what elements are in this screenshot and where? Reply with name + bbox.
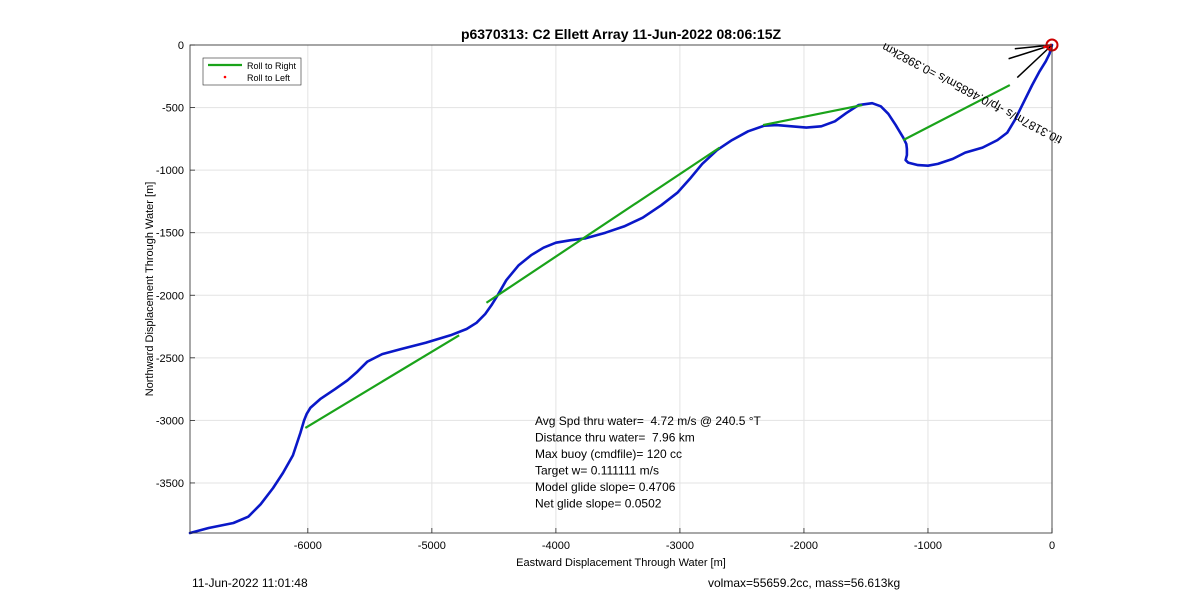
legend-swatch-roll-left bbox=[223, 75, 227, 79]
footer-timestamp: 11-Jun-2022 11:01:48 bbox=[192, 576, 308, 590]
x-tick-label: -3000 bbox=[666, 540, 694, 552]
trajectory-line bbox=[188, 43, 1054, 535]
y-tick-label: -500 bbox=[162, 103, 184, 115]
axes-box bbox=[189, 44, 1053, 534]
roll-left-point bbox=[1043, 45, 1046, 49]
y-tick-label: -1000 bbox=[156, 165, 184, 177]
rotated-distance-label: ti0.3187m/s -fp/0.4685m/s =0.3982km bbox=[880, 40, 1065, 147]
heading-line bbox=[1016, 44, 1053, 79]
annotation-avg-speed: Avg Spd thru water= 4.72 m/s @ 240.5 °T bbox=[535, 414, 762, 428]
annotation-model-glide-slope: Model glide slope= 0.4706 bbox=[535, 480, 676, 494]
chart-title: p6370313: C2 Ellett Array 11-Jun-2022 08… bbox=[461, 26, 782, 42]
legend-box bbox=[202, 57, 302, 86]
legend: Roll to Right Roll to Left bbox=[202, 57, 302, 86]
legend-label-roll-right: Roll to Right bbox=[247, 61, 297, 71]
y-axis-label: Northward Displacement Through Water [m] bbox=[144, 182, 156, 397]
x-tick-label: -6000 bbox=[294, 540, 322, 552]
x-axis-label: Eastward Displacement Through Water [m] bbox=[516, 557, 726, 569]
x-tick-label: -2000 bbox=[790, 540, 818, 552]
annotation-max-buoy: Max buoy (cmdfile)= 120 cc bbox=[535, 447, 682, 461]
y-tick-label: -2000 bbox=[156, 290, 184, 302]
y-tick-label: -2500 bbox=[156, 353, 184, 365]
x-tick-label: -4000 bbox=[542, 540, 570, 552]
footer-volmax-mass: volmax=55659.2cc, mass=56.613kg bbox=[708, 576, 901, 590]
roll-right-segment bbox=[304, 334, 460, 429]
x-tick-label: -5000 bbox=[418, 540, 446, 552]
annotation-target-w: Target w= 0.111111 m/s bbox=[535, 464, 659, 478]
y-tick-label: -3000 bbox=[156, 415, 184, 427]
y-tick-label: -3500 bbox=[156, 478, 184, 490]
x-tick-label: 0 bbox=[1049, 540, 1055, 552]
stats-annotations: Avg Spd thru water= 4.72 m/s @ 240.5 °T … bbox=[535, 414, 762, 511]
annotation-net-glide-slope: Net glide slope= 0.0502 bbox=[535, 497, 662, 511]
legend-label-roll-left: Roll to Left bbox=[247, 73, 291, 83]
roll-right-segment bbox=[485, 146, 721, 304]
axis-ticks: -6000 -5000 -4000 -3000 -2000 -1000 0 0 -500 -100… bbox=[156, 40, 1055, 552]
y-tick-label: 0 bbox=[178, 40, 184, 52]
roll-right-segment bbox=[762, 103, 863, 127]
x-tick-label: -1000 bbox=[914, 540, 942, 552]
y-tick-label: -1500 bbox=[156, 228, 184, 240]
roll-right-segment bbox=[902, 84, 1011, 142]
annotation-distance: Distance thru water= 7.96 km bbox=[535, 431, 695, 445]
plot-data bbox=[188, 38, 1059, 535]
